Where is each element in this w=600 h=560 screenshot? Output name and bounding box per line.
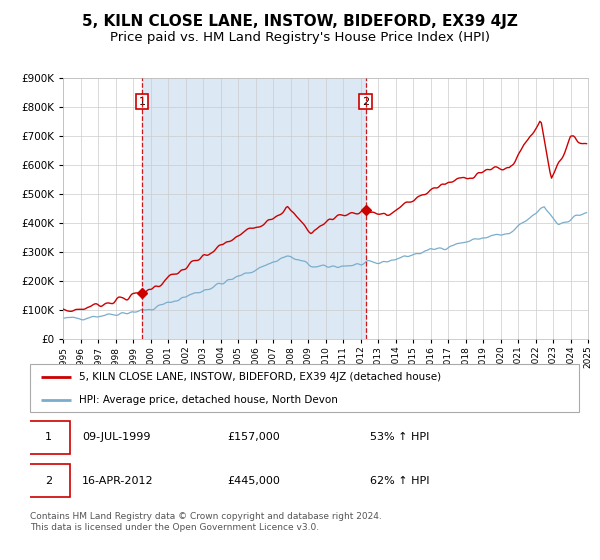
Text: 1: 1	[139, 96, 146, 106]
Text: HPI: Average price, detached house, North Devon: HPI: Average price, detached house, Nort…	[79, 395, 338, 405]
Text: 5, KILN CLOSE LANE, INSTOW, BIDEFORD, EX39 4JZ (detached house): 5, KILN CLOSE LANE, INSTOW, BIDEFORD, EX…	[79, 372, 442, 382]
Text: £445,000: £445,000	[227, 475, 281, 486]
Text: 09-JUL-1999: 09-JUL-1999	[82, 432, 151, 442]
Text: £157,000: £157,000	[227, 432, 280, 442]
Text: 1: 1	[45, 432, 52, 442]
Text: Contains HM Land Registry data © Crown copyright and database right 2024.
This d: Contains HM Land Registry data © Crown c…	[30, 512, 382, 532]
Text: 16-APR-2012: 16-APR-2012	[82, 475, 154, 486]
Text: 62% ↑ HPI: 62% ↑ HPI	[370, 475, 430, 486]
FancyBboxPatch shape	[30, 364, 579, 412]
Text: 5, KILN CLOSE LANE, INSTOW, BIDEFORD, EX39 4JZ: 5, KILN CLOSE LANE, INSTOW, BIDEFORD, EX…	[82, 14, 518, 29]
Text: 2: 2	[45, 475, 52, 486]
Text: Price paid vs. HM Land Registry's House Price Index (HPI): Price paid vs. HM Land Registry's House …	[110, 31, 490, 44]
Text: 2: 2	[362, 96, 369, 106]
Bar	[142, 78, 365, 339]
Text: 53% ↑ HPI: 53% ↑ HPI	[370, 432, 430, 442]
FancyBboxPatch shape	[27, 464, 70, 497]
FancyBboxPatch shape	[27, 421, 70, 454]
